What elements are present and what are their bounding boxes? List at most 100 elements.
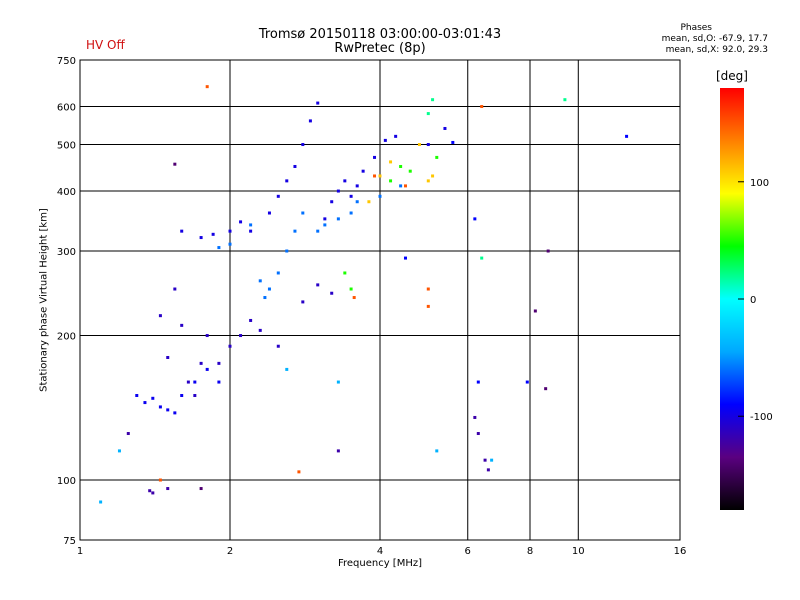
data-point [276,194,280,198]
data-point [301,300,305,304]
data-point [166,355,170,359]
data-point [199,236,203,240]
x-tick-label: 1 [77,546,83,557]
data-point [352,296,356,300]
data-point [193,394,197,398]
data-point [476,380,480,384]
data-point [173,162,177,166]
data-point [239,334,243,338]
data-point [426,304,430,308]
data-point [336,189,340,193]
data-point [180,323,184,327]
data-point [367,200,371,204]
data-point [228,229,232,233]
data-point [403,256,407,260]
y-tick-label: 400 [57,187,76,198]
data-point [330,291,334,295]
data-point [426,112,430,116]
data-point [249,318,253,322]
data-point [263,296,267,300]
data-point [285,367,289,371]
data-point [217,246,221,250]
data-point [267,211,271,215]
data-point [349,211,353,215]
y-tick-label: 300 [57,247,76,258]
data-point [308,119,312,123]
data-point [205,85,209,89]
data-point [361,169,365,173]
data-point [285,249,289,253]
data-point [199,361,203,365]
data-point [267,287,271,291]
data-point [431,174,435,178]
data-point [483,458,487,462]
x-tick-label: 6 [465,546,471,557]
x-tick-label: 10 [572,546,585,557]
data-point [297,470,301,474]
data-point [143,401,147,405]
data-point [544,387,548,391]
data-point [486,468,490,472]
data-point [349,287,353,291]
grid-lines [79,59,681,541]
data-point [336,449,340,453]
data-point [316,283,320,287]
data-point [323,217,327,221]
data-point [490,458,494,462]
data-point [378,194,382,198]
data-point [525,380,529,384]
data-point [373,155,377,159]
data-point [443,126,447,130]
y-tick-label: 500 [57,141,76,152]
data-point [336,380,340,384]
data-point [276,271,280,275]
phases-title: Phases [680,23,712,33]
data-point [625,134,629,138]
data-point [117,449,121,453]
data-point [151,396,155,400]
data-point [403,184,407,188]
data-point [99,500,103,504]
y-tick-label: 600 [57,103,76,114]
data-point [316,229,320,233]
x-axis-label: Frequency [MHz] [337,558,423,569]
colorbar-tick-label: 100 [750,178,769,189]
chart-title: Tromsø 20150118 03:00:00-03:01:43 [258,27,502,42]
data-point [293,164,297,168]
data-point [343,271,347,275]
data-point [199,487,203,491]
data-point [399,184,403,188]
data-point [180,229,184,233]
colorbar-tick-label: 0 [750,295,756,306]
data-point [276,344,280,348]
data-point [473,217,477,221]
colorbar-ticks: 100 0 -100 [738,178,773,423]
data-point [180,394,184,398]
x-tick-label: 16 [674,546,687,557]
data-point [383,138,387,142]
data-point [451,140,455,144]
phase-stats-x: mean, sd,X: 92.0, 29.3 [665,45,768,55]
data-point [426,143,430,147]
hv-status-label: HV Off [86,38,125,52]
data-point [173,411,177,415]
data-points [99,85,629,504]
colorbar-tick-label: -100 [750,412,773,423]
x-tick-label: 8 [527,546,533,557]
data-point [285,179,289,183]
data-point [389,160,393,164]
data-point [158,478,162,482]
data-point [217,361,221,365]
data-point [166,408,170,412]
colorbar-unit-label: [deg] [716,69,748,83]
data-point [408,169,412,173]
data-point [480,105,484,109]
data-point [343,179,347,183]
data-point [193,380,197,384]
data-point [349,194,353,198]
data-point [258,328,262,332]
chart-subtitle: RwPretec (8p) [334,41,426,56]
data-point [473,415,477,419]
data-point [330,200,334,204]
y-axis-ticks: 75 100 200 300 400 500 600 750 [57,56,76,547]
